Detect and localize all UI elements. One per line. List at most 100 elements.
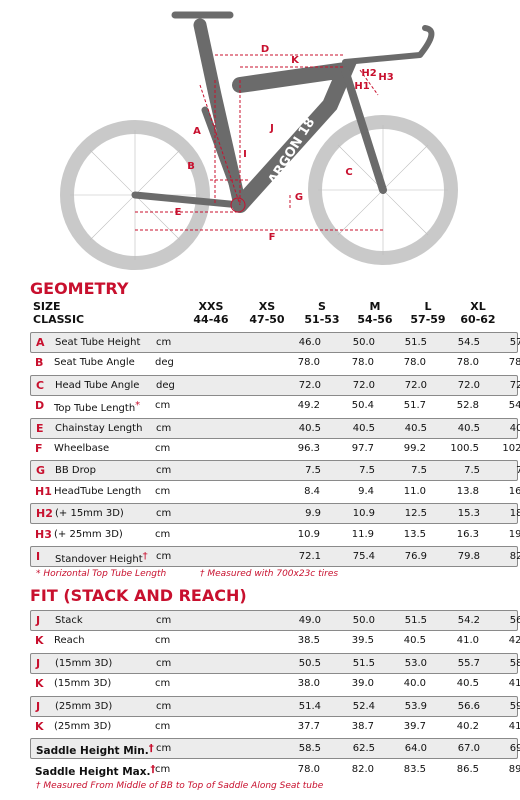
row-mark: * [135, 400, 141, 412]
diagram-label: C [345, 167, 352, 178]
row-value: 51.4 [298, 700, 321, 712]
row-value: 41.4 [508, 721, 520, 732]
size-range: 54-56 [357, 313, 393, 326]
row-name: Reach [54, 631, 85, 650]
row-mark: † [150, 763, 156, 775]
row-value: 56.6 [457, 700, 480, 712]
size-name: M [369, 300, 381, 313]
row-value: 54.2 [457, 615, 480, 626]
row-code: G [36, 464, 46, 478]
row-value: 40.5 [403, 635, 426, 647]
row-code: D [35, 399, 45, 413]
row-name-text: Reach [54, 635, 85, 647]
row-value: 78.0 [456, 357, 479, 369]
table-row: B Seat Tube Angle deg 78.0 78.0 78.0 78.0 78.0 [30, 353, 520, 372]
row-value: 99.2 [403, 443, 426, 454]
row-value: 18.0 [509, 508, 520, 520]
diagram-label: A [193, 126, 201, 137]
size-name: S [318, 300, 326, 313]
row-code: A [36, 336, 45, 349]
row-value: 38.5 [297, 635, 320, 647]
row-value: 89.0 [508, 763, 520, 775]
table-row: H3(+ 25mm 3D) cm 10.9 11.9 13.5 16.3 19.0 [30, 525, 520, 544]
row-value: 69.5 [509, 743, 520, 755]
table-row: J (15mm 3D) cm 50.5 51.5 53.0 55.7 58.2 [30, 652, 520, 674]
row-code: J [36, 699, 41, 713]
row-value: 82.0 [351, 763, 374, 775]
row-value: 9.9 [305, 508, 321, 520]
row-name-text: Stack [55, 615, 83, 626]
row-value: 55.7 [457, 657, 480, 669]
row-name: Chainstay Length [55, 419, 142, 438]
row-name: Top Tube Length* [54, 396, 140, 418]
row-name: Stack [55, 611, 83, 630]
row-value: 96.3 [297, 443, 320, 454]
row-unit: cm [155, 635, 171, 647]
row-value: 78.0 [508, 357, 520, 369]
row-value: 52.4 [352, 700, 375, 712]
row-unit: cm [156, 700, 172, 712]
dimension-lines [135, 54, 383, 231]
row-code: E [36, 421, 44, 435]
row-name: Standover Height† [55, 547, 148, 569]
row-name: Seat Tube Angle [54, 353, 135, 372]
size-range: 60-62 [460, 313, 496, 326]
table-row: Saddle Height Max.†cm 78.0 82.0 83.5 86.5 89.… [30, 760, 520, 779]
row-value: 40.5 [509, 422, 520, 434]
row-value: 75.4 [352, 551, 375, 562]
diagram-label: I [243, 149, 247, 160]
row-value: 12.5 [404, 508, 427, 520]
row-name-text: (15mm 3D) [54, 678, 112, 690]
diagram-label: K [291, 55, 300, 66]
row-value: 49.0 [298, 615, 321, 626]
row-name-text: BB Drop [55, 465, 96, 477]
table-row: I Standover Height† cm 72.1 75.4 76.9 79.8 82.3 [30, 546, 520, 569]
row-name-text: (25mm 3D) [54, 721, 112, 732]
diagram-label: E [175, 207, 182, 218]
row-value: 38.0 [297, 678, 320, 690]
row-value: 100.5 [450, 443, 479, 454]
size-range: 44-46 [193, 313, 229, 326]
table-row: F Wheelbase cm 96.3 97.7 99.2 100.5 102.6 [30, 439, 520, 458]
diagram-label: F [269, 232, 276, 243]
row-value: 56.8 [509, 615, 520, 626]
diagram-label: H3 [378, 72, 393, 83]
row-value: 11.0 [403, 485, 426, 497]
row-name-text: Seat Tube Angle [54, 357, 135, 369]
footnote: † Measured with 700x23c tires [200, 569, 339, 579]
row-unit: cm [156, 422, 172, 434]
row-value: 79.8 [457, 551, 480, 562]
row-value: 72.0 [352, 379, 375, 391]
row-unit: cm [155, 678, 171, 690]
row-value: 50.0 [352, 337, 375, 348]
row-value: 39.0 [351, 678, 374, 690]
row-value: 54.5 [508, 400, 520, 412]
table-row: D Top Tube Length* cm 49.2 50.4 51.7 52.8 54.5 [30, 396, 520, 418]
row-value: 72.0 [298, 379, 321, 391]
row-code: H1 [35, 484, 52, 498]
row-unit: cm [156, 337, 172, 348]
row-value: 58.2 [509, 657, 520, 669]
row-unit: cm [155, 400, 171, 412]
row-value: 16.5 [508, 485, 520, 497]
row-name: (+ 25mm 3D) [54, 525, 123, 544]
row-value: 40.5 [352, 422, 375, 434]
table-row: J Stack cm 49.0 50.0 51.5 54.2 56.8 [30, 610, 520, 631]
row-value: 13.8 [456, 485, 479, 497]
row-value: 82.3 [509, 551, 520, 562]
row-value: 41.0 [456, 635, 479, 647]
row-name-text: (+ 15mm 3D) [55, 508, 124, 520]
row-name: HeadTube Length [54, 482, 141, 501]
row-name: (25mm 3D) [54, 717, 111, 736]
row-code: C [36, 378, 45, 392]
table-row: K (15mm 3D) cm 38.0 39.0 40.0 40.5 41.7 [30, 674, 520, 693]
row-value: 72.0 [509, 379, 520, 391]
row-unit: cm [155, 763, 171, 775]
row-value: 102.6 [502, 443, 520, 454]
wheels [60, 115, 458, 270]
row-value: 16.3 [456, 528, 479, 540]
row-value: 59.2 [509, 700, 520, 712]
row-name-text: Saddle Height Max. [35, 765, 151, 778]
row-value: 40.5 [457, 422, 480, 434]
row-value: 7.5 [305, 465, 321, 477]
